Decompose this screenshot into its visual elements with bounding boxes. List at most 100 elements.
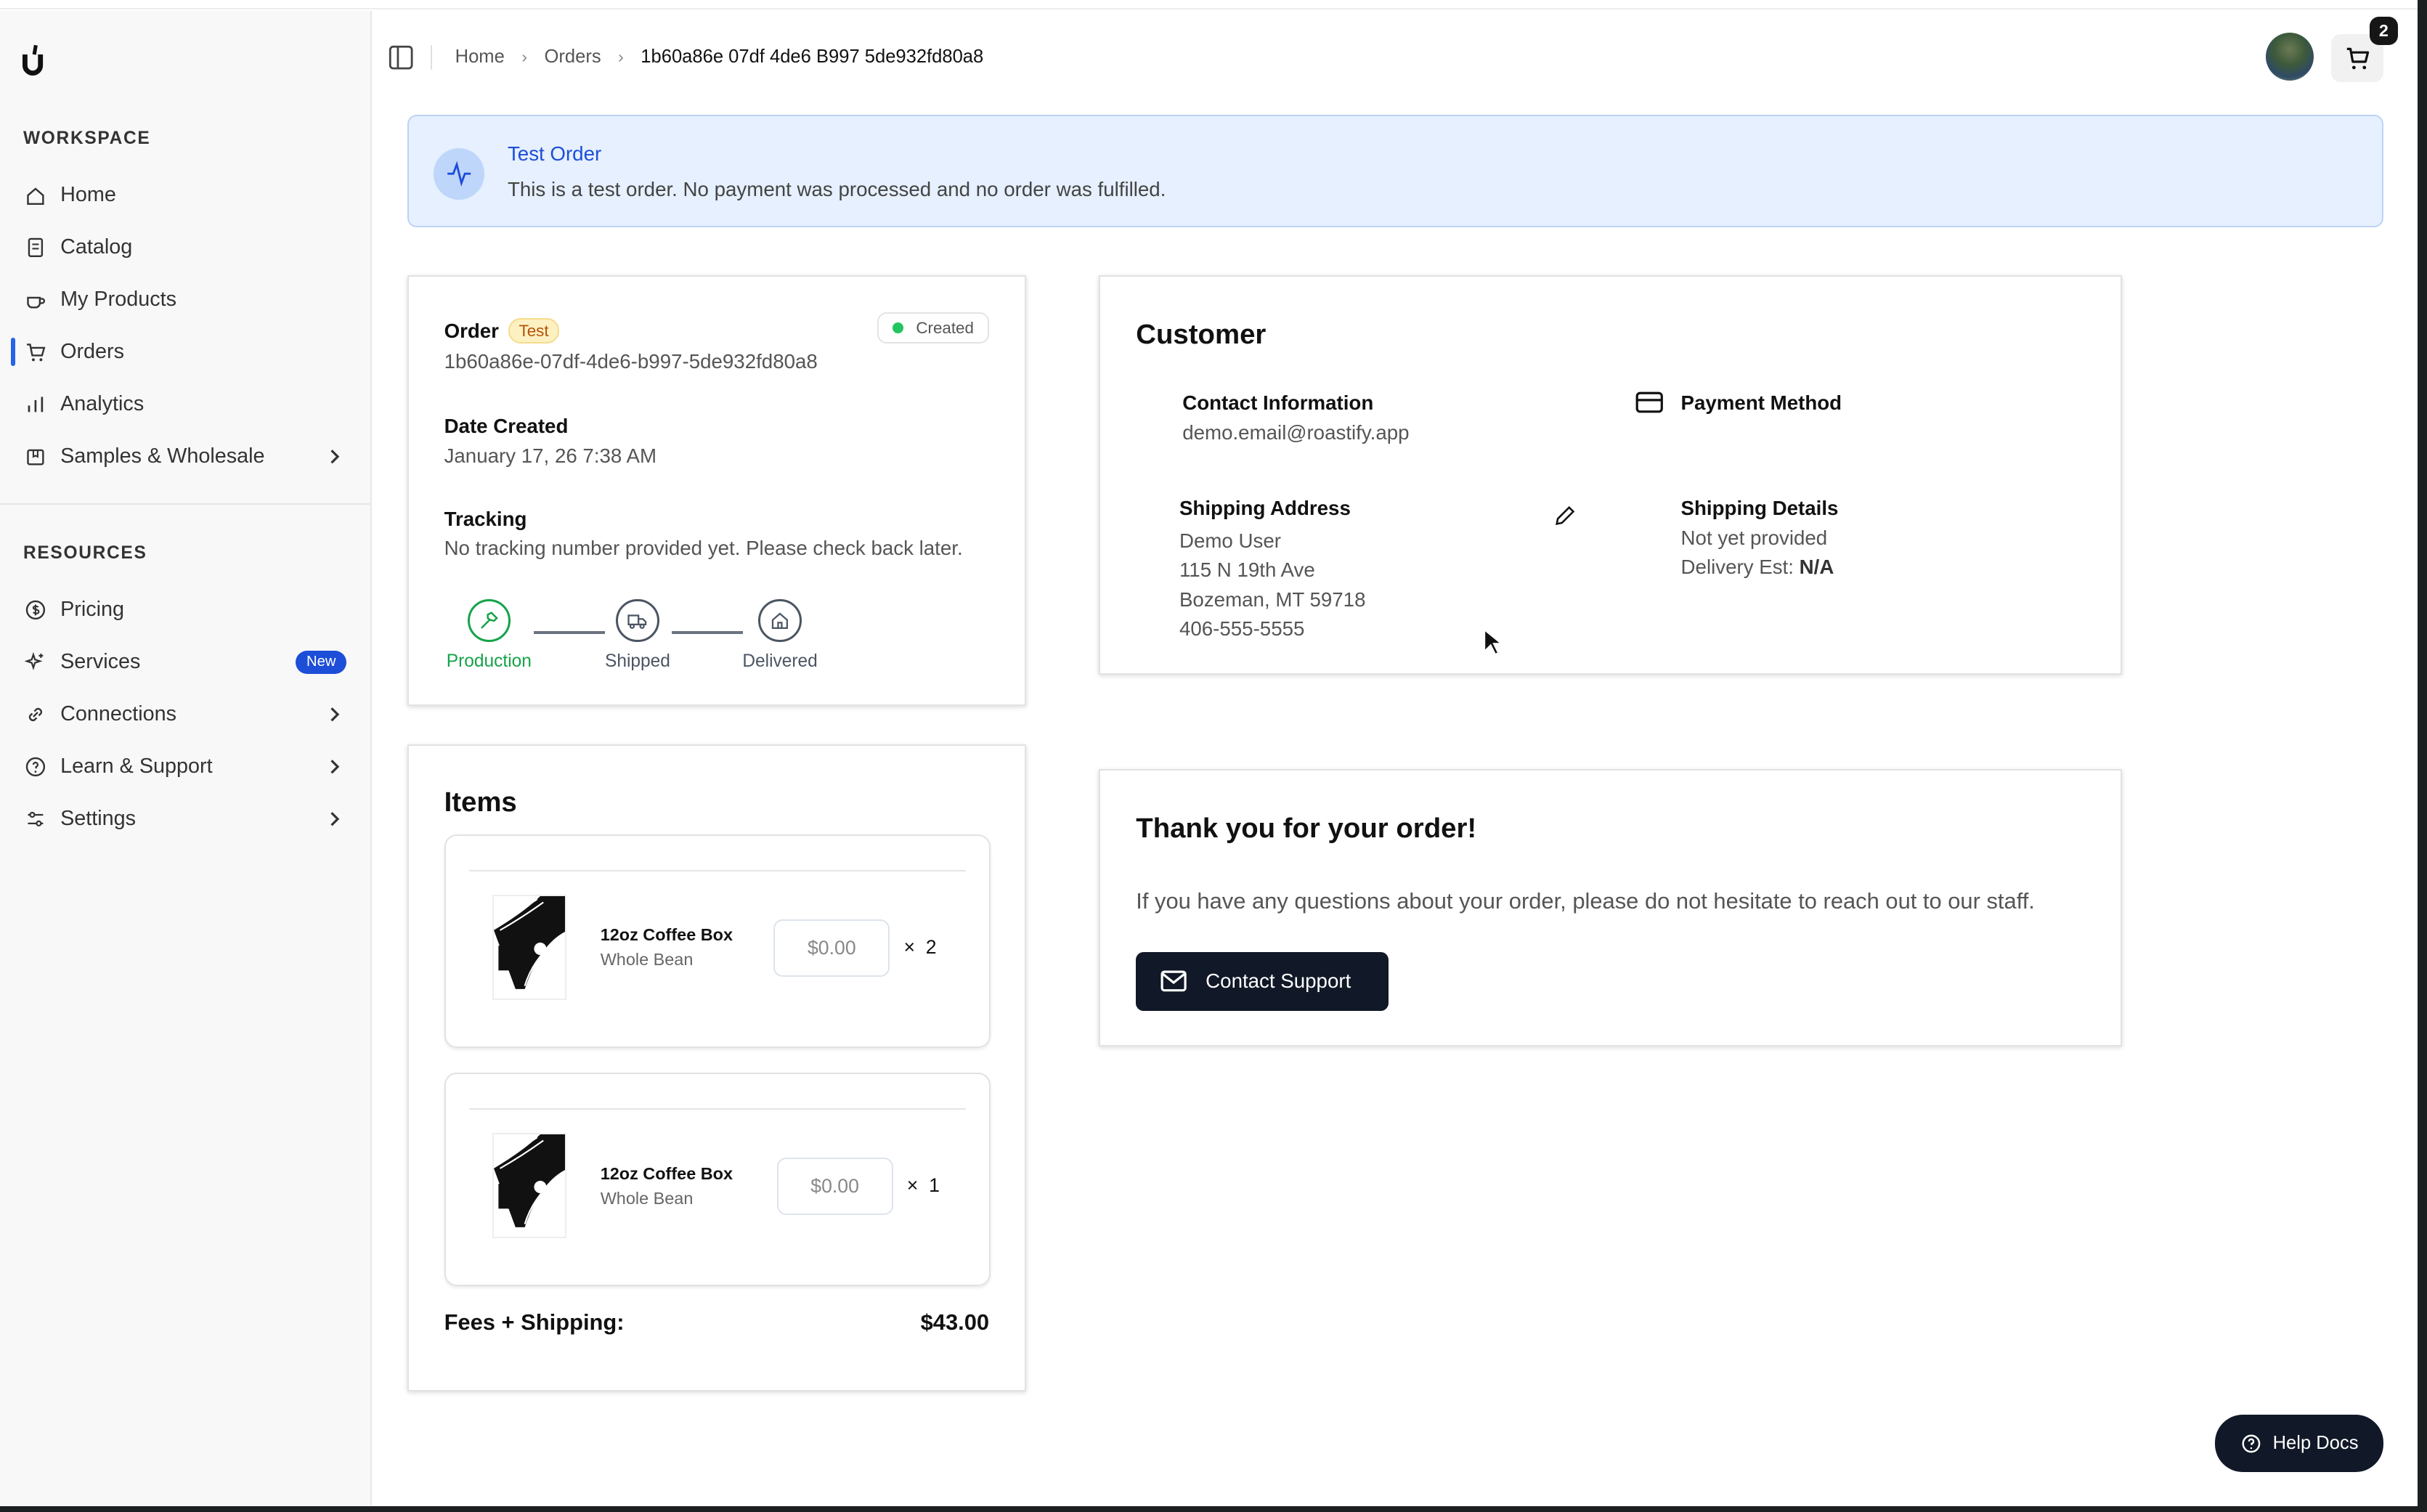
item-divider bbox=[468, 1107, 966, 1110]
sidebar-item-label: Services bbox=[60, 650, 141, 674]
sidebar-item-learn-support[interactable]: Learn & Support bbox=[12, 744, 359, 790]
sidebar: WORKSPACE Home Catalog My Products Orders An… bbox=[0, 10, 372, 1506]
chevron-right-icon bbox=[330, 707, 339, 722]
status-text: Created bbox=[916, 318, 974, 337]
mouse-cursor-icon bbox=[1483, 628, 1502, 656]
catalog-icon bbox=[28, 237, 44, 257]
shipping-details: Not yet provided bbox=[1680, 526, 1828, 549]
sidebar-item-label: Analytics bbox=[60, 392, 145, 416]
cart-icon bbox=[27, 344, 46, 362]
item-name: 12oz Coffee Box bbox=[600, 1163, 733, 1183]
sidebar-item-samples-wholesale[interactable]: Samples & Wholesale bbox=[12, 434, 359, 480]
sidebar-toggle-icon[interactable] bbox=[387, 44, 415, 71]
date-created: January 17, 26 7:38 AM bbox=[444, 444, 657, 467]
mail-icon bbox=[1160, 970, 1187, 992]
avatar[interactable] bbox=[2266, 32, 2314, 81]
coffee-cup-icon bbox=[27, 296, 46, 309]
header-divider bbox=[430, 44, 432, 70]
breadcrumb-home[interactable]: Home bbox=[455, 46, 505, 68]
status-badge: Created bbox=[877, 312, 990, 344]
test-order-banner: Test Order This is a test order. No paym… bbox=[407, 114, 2384, 228]
chevron-right-icon bbox=[330, 760, 339, 774]
step-connector bbox=[534, 631, 606, 634]
cart-count-badge: 2 bbox=[2370, 17, 2398, 45]
edit-pencil-icon[interactable] bbox=[1553, 503, 1577, 528]
item-price-field[interactable]: $0.00 bbox=[773, 919, 890, 977]
sidebar-item-my-products[interactable]: My Products bbox=[12, 277, 359, 323]
sidebar-item-label: Pricing bbox=[60, 598, 125, 622]
sidebar-item-label: My Products bbox=[60, 288, 176, 312]
package-icon bbox=[27, 449, 44, 466]
help-circle-icon bbox=[2242, 1434, 2261, 1452]
thank-you-message: If you have any questions about your ord… bbox=[1136, 888, 2035, 914]
address-phone: 406-555-5555 bbox=[1179, 617, 1305, 641]
shipping-address-label: Shipping Address bbox=[1179, 497, 1351, 520]
item-variant: Whole Bean bbox=[600, 1188, 694, 1208]
fees-value: $43.00 bbox=[920, 1309, 990, 1336]
address-city: Bozeman, MT 59718 bbox=[1179, 588, 1366, 611]
item-divider bbox=[468, 869, 966, 871]
step-shipped: Shipped bbox=[601, 598, 675, 672]
sidebar-item-label: Samples & Wholesale bbox=[60, 444, 265, 468]
contact-email: demo.email@roastify.app bbox=[1182, 420, 1410, 444]
order-card: Order Test Created 1b60a86e-07df-4de6-b99… bbox=[407, 275, 1027, 706]
shipping-address: Demo User 115 N 19th Ave Bozeman, MT 597… bbox=[1179, 527, 1366, 644]
thank-you-title: Thank you for your order! bbox=[1136, 812, 1477, 844]
address-name: Demo User bbox=[1179, 529, 1281, 552]
item-quantity: × 1 bbox=[906, 1174, 940, 1197]
resources-heading: RESOURCES bbox=[23, 543, 147, 564]
item-name: 12oz Coffee Box bbox=[600, 925, 733, 945]
logo-icon[interactable] bbox=[20, 42, 52, 76]
sidebar-item-pricing[interactable]: Pricing bbox=[12, 587, 359, 633]
header: Home › Orders › 1b60a86e 07df 4de6 B997 … bbox=[387, 34, 983, 81]
chevron-right-icon: › bbox=[618, 47, 624, 67]
address-street: 115 N 19th Ave bbox=[1179, 558, 1315, 582]
hammer-icon bbox=[467, 598, 511, 643]
chevron-right-icon bbox=[330, 450, 339, 464]
status-dot bbox=[893, 322, 904, 334]
product-image bbox=[492, 1132, 566, 1238]
sidebar-item-label: Settings bbox=[60, 807, 137, 831]
order-id: 1b60a86e-07df-4de6-b997-5de932fd80a8 bbox=[444, 349, 818, 373]
sidebar-item-orders[interactable]: Orders bbox=[10, 329, 359, 375]
bar-chart-icon bbox=[28, 397, 44, 412]
test-badge: Test bbox=[508, 318, 560, 344]
chevron-right-icon bbox=[330, 812, 339, 826]
fees-label: Fees + Shipping: bbox=[444, 1309, 625, 1336]
contact-label: Contact Information bbox=[1182, 391, 1374, 415]
order-item: 12oz Coffee Box Whole Bean $0.00 × 2 bbox=[444, 834, 991, 1048]
sidebar-item-label: Home bbox=[60, 183, 116, 207]
item-price-field[interactable]: $0.00 bbox=[776, 1158, 893, 1215]
help-circle-icon bbox=[25, 757, 46, 776]
home-icon bbox=[27, 187, 44, 205]
step-production: Production bbox=[444, 598, 534, 672]
item-quantity: × 2 bbox=[903, 936, 937, 959]
sidebar-item-connections[interactable]: Connections bbox=[12, 691, 359, 738]
activity-icon bbox=[433, 148, 484, 200]
item-variant: Whole Bean bbox=[600, 950, 694, 970]
payment-method-label: Payment Method bbox=[1680, 391, 1842, 415]
sidebar-item-label: Catalog bbox=[60, 235, 133, 259]
delivery-estimate: Delivery Est: N/A bbox=[1680, 556, 1834, 579]
tracking-text: No tracking number provided yet. Please … bbox=[444, 537, 963, 560]
banner-title: Test Order bbox=[507, 142, 602, 165]
order-item: 12oz Coffee Box Whole Bean $0.00 × 1 bbox=[444, 1072, 991, 1287]
cart-icon bbox=[2346, 47, 2370, 70]
items-title: Items bbox=[444, 786, 517, 818]
step-connector bbox=[671, 631, 743, 634]
breadcrumb-orders[interactable]: Orders bbox=[544, 46, 601, 68]
sidebar-item-analytics[interactable]: Analytics bbox=[12, 381, 359, 428]
window-edge bbox=[0, 1505, 2427, 1512]
sidebar-item-services[interactable]: Services New bbox=[12, 639, 359, 686]
sidebar-item-catalog[interactable]: Catalog bbox=[12, 224, 359, 271]
date-created-label: Date Created bbox=[444, 415, 569, 438]
sidebar-item-home[interactable]: Home bbox=[12, 172, 359, 219]
workspace-heading: WORKSPACE bbox=[23, 128, 151, 148]
sidebar-item-settings[interactable]: Settings bbox=[12, 796, 359, 842]
dollar-icon bbox=[25, 600, 46, 619]
sparkles-icon bbox=[25, 651, 44, 670]
truck-icon bbox=[616, 598, 659, 643]
contact-support-button[interactable]: Contact Support bbox=[1136, 951, 1389, 1011]
help-docs-button[interactable]: Help Docs bbox=[2215, 1415, 2384, 1472]
